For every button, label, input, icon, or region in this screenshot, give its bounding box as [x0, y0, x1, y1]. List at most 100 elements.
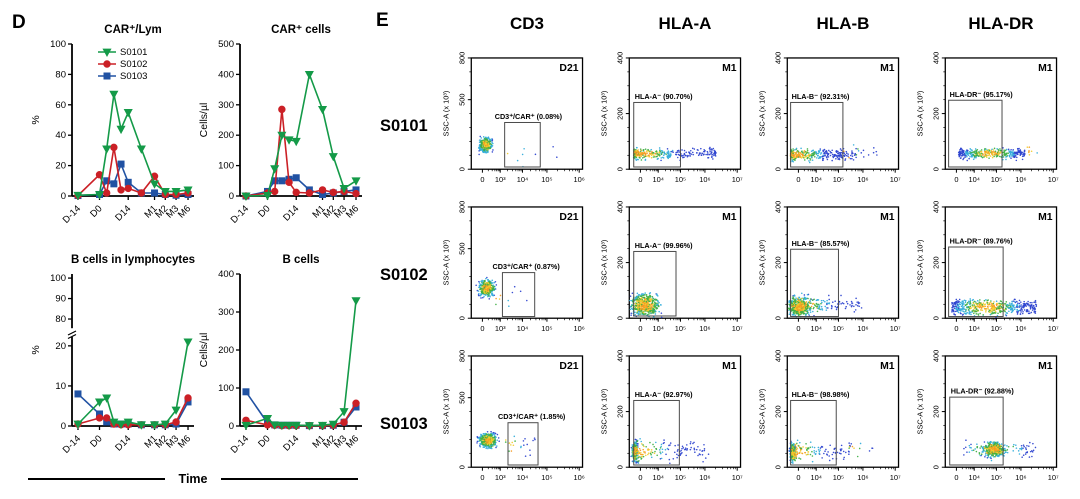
svg-text:%: % — [30, 115, 42, 124]
svg-text:800: 800 — [457, 350, 466, 362]
svg-text:M6: M6 — [344, 433, 361, 450]
svg-text:500: 500 — [457, 391, 466, 403]
svg-text:10⁶: 10⁶ — [699, 175, 710, 184]
svg-text:200: 200 — [218, 345, 234, 356]
svg-text:10⁶: 10⁶ — [699, 473, 710, 482]
svg-text:M1: M1 — [722, 63, 737, 74]
svg-text:300: 300 — [218, 307, 234, 318]
svg-text:M1: M1 — [1038, 63, 1053, 74]
svg-text:D21: D21 — [559, 212, 578, 223]
svg-text:SSC-A (x 10³): SSC-A (x 10³) — [599, 90, 608, 136]
svg-text:0: 0 — [480, 473, 484, 482]
svg-text:Cells/µl: Cells/µl — [198, 333, 210, 368]
svg-text:400: 400 — [615, 201, 624, 213]
svg-text:400: 400 — [218, 269, 234, 280]
svg-text:10⁴: 10⁴ — [517, 473, 528, 482]
svg-text:10⁶: 10⁶ — [857, 324, 868, 333]
svg-text:0: 0 — [773, 316, 782, 320]
svg-text:10³: 10³ — [495, 324, 506, 333]
svg-text:D-14: D-14 — [61, 203, 83, 225]
svg-text:90: 90 — [55, 294, 66, 305]
svg-text:10⁴: 10⁴ — [810, 324, 821, 333]
svg-text:M1: M1 — [722, 212, 737, 223]
svg-text:400: 400 — [615, 350, 624, 362]
svg-text:D0: D0 — [88, 203, 104, 219]
svg-text:M1: M1 — [1038, 212, 1053, 223]
svg-text:400: 400 — [773, 52, 782, 64]
svg-text:D-14: D-14 — [229, 433, 251, 455]
row-label-s0103: S0103 — [368, 415, 434, 434]
svg-text:800: 800 — [457, 201, 466, 213]
svg-text:0: 0 — [954, 324, 958, 333]
svg-text:0: 0 — [480, 324, 484, 333]
svg-text:10⁶: 10⁶ — [574, 324, 585, 333]
svg-text:D21: D21 — [559, 361, 578, 372]
svg-text:10⁷: 10⁷ — [1048, 175, 1059, 184]
svg-text:0: 0 — [638, 175, 642, 184]
svg-text:100: 100 — [218, 161, 234, 172]
svg-text:200: 200 — [615, 256, 624, 268]
svg-text:0: 0 — [954, 175, 958, 184]
svg-text:%: % — [30, 345, 42, 354]
svg-text:HLA-DR⁻ (95.17%): HLA-DR⁻ (95.17%) — [950, 90, 1014, 99]
svg-text:SSC-A (x 10³): SSC-A (x 10³) — [757, 239, 766, 285]
svg-text:10⁶: 10⁶ — [1015, 175, 1026, 184]
svg-text:500: 500 — [457, 93, 466, 105]
svg-text:D14: D14 — [113, 203, 133, 223]
svg-text:10⁶: 10⁶ — [574, 175, 585, 184]
svg-text:40: 40 — [55, 130, 66, 141]
svg-text:10⁵: 10⁵ — [991, 324, 1002, 333]
svg-text:400: 400 — [931, 201, 940, 213]
svg-text:10⁴: 10⁴ — [652, 324, 663, 333]
svg-text:CD3⁺/CAR⁺ (0.87%): CD3⁺/CAR⁺ (0.87%) — [492, 262, 560, 271]
svg-text:0: 0 — [457, 465, 466, 469]
svg-text:200: 200 — [615, 107, 624, 119]
svg-text:60: 60 — [55, 100, 66, 111]
svg-text:0: 0 — [615, 316, 624, 320]
svg-text:CAR⁺ cells: CAR⁺ cells — [271, 24, 331, 36]
svg-text:10⁵: 10⁵ — [675, 324, 686, 333]
column-header-hla-dr: HLA-DR — [922, 14, 1080, 34]
svg-text:10⁵: 10⁵ — [675, 473, 686, 482]
svg-text:10⁵: 10⁵ — [541, 473, 552, 482]
svg-text:10⁵: 10⁵ — [833, 324, 844, 333]
svg-text:0: 0 — [931, 316, 940, 320]
svg-text:10⁷: 10⁷ — [732, 324, 743, 333]
svg-text:D0: D0 — [256, 203, 272, 219]
svg-text:0: 0 — [229, 191, 234, 202]
svg-text:300: 300 — [218, 100, 234, 111]
svg-text:0: 0 — [638, 324, 642, 333]
svg-text:10⁴: 10⁴ — [517, 175, 528, 184]
svg-text:SSC-A (x 10³): SSC-A (x 10³) — [915, 90, 924, 136]
svg-text:M1: M1 — [880, 63, 895, 74]
svg-text:400: 400 — [931, 52, 940, 64]
svg-text:0: 0 — [480, 175, 484, 184]
svg-text:10⁴: 10⁴ — [968, 175, 979, 184]
svg-text:M6: M6 — [344, 203, 361, 220]
column-header-hla-b: HLA-B — [764, 14, 922, 34]
svg-text:CAR⁺/Lym: CAR⁺/Lym — [104, 24, 161, 36]
svg-text:400: 400 — [773, 201, 782, 213]
svg-text:0: 0 — [457, 316, 466, 320]
svg-text:10⁷: 10⁷ — [732, 473, 743, 482]
svg-text:200: 200 — [931, 107, 940, 119]
svg-text:10⁷: 10⁷ — [890, 324, 901, 333]
svg-text:B cells: B cells — [282, 254, 319, 266]
svg-text:0: 0 — [796, 324, 800, 333]
svg-text:0: 0 — [773, 167, 782, 171]
svg-text:10⁴: 10⁴ — [652, 175, 663, 184]
svg-text:HLA-DR⁻ (89.76%): HLA-DR⁻ (89.76%) — [950, 237, 1014, 246]
svg-text:M6: M6 — [176, 203, 193, 220]
